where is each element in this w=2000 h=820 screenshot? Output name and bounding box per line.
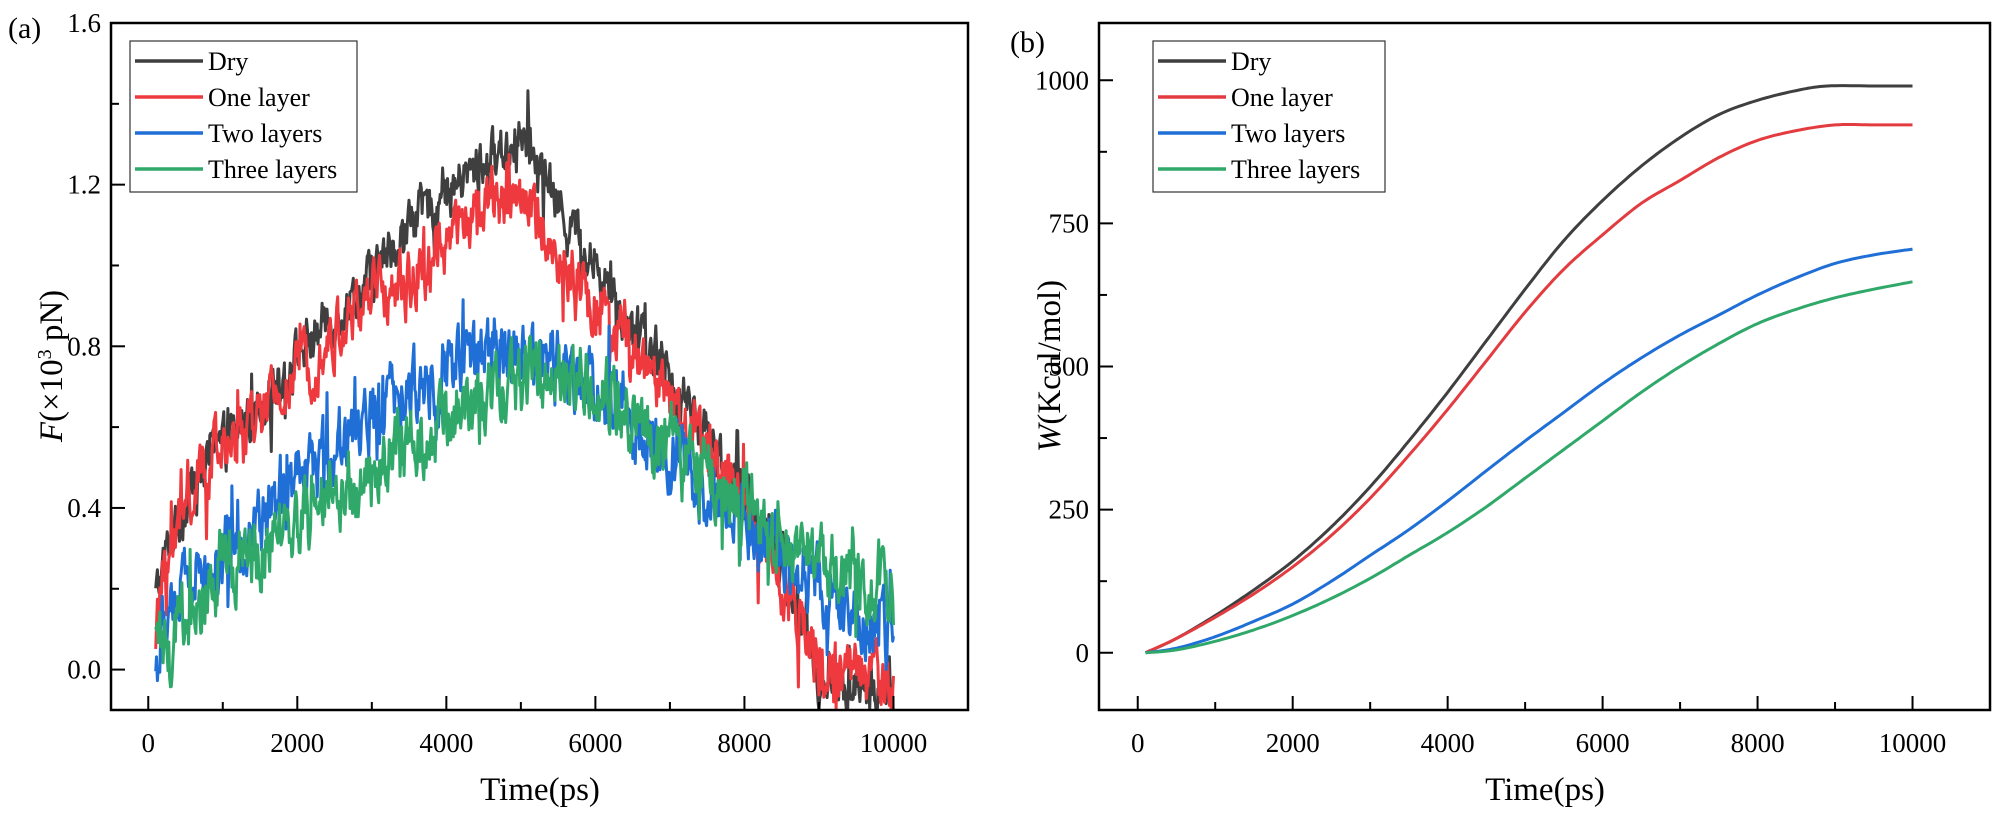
y-tick-label: 0 [1076,638,1090,668]
y-tick-label: 500 [1049,352,1090,382]
panel-b-work-plot: (b) 0 2000 4000 6000 8000 10000 0 250 500 750 1000… [1010,21,1992,808]
y-tick-label: 1.6 [67,8,101,38]
panel-a-x-axis-title: Time(ps) [480,772,600,808]
y-tick-label: 0.0 [67,655,101,685]
series-line-two-layers [1145,247,1913,655]
y-tick-label: 0.8 [67,331,101,361]
x-tick-label: 8000 [1731,728,1785,758]
panel-a-y-axis-title-end: pN) [34,290,70,350]
x-tick-label: 4000 [419,728,473,758]
panel-a-label: (a) [8,12,41,45]
legend-item: One layer [135,83,310,112]
panel-b-plot-area: 0 2000 4000 6000 8000 10000 0 250 500 750 1000 Dry O… [1035,21,1992,758]
legend-item: Dry [135,47,248,76]
panel-a-y-axis-title-symbol: F [34,421,70,443]
series-line-one-layer [1144,123,1913,655]
legend-label: Two layers [1231,119,1345,148]
x-tick-label: 2000 [270,728,324,758]
legend-label: Two layers [208,119,322,148]
x-tick-label: 0 [1131,728,1145,758]
legend-label: Three layers [208,155,337,184]
legend-item: Two layers [1158,119,1345,148]
panel-b-y-axis-title: W(Kcal/mol) [1032,280,1068,452]
y-tick-label: 1.2 [67,170,101,200]
panel-a-y-axis-title-unit: (×10 [34,359,70,422]
x-tick-label: 2000 [1266,728,1320,758]
panel-b-y-axis-title-symbol: W [1032,422,1068,452]
legend: Dry One layer Two layers Three layers [129,40,358,193]
legend-label: Three layers [1231,155,1360,184]
x-tick-label: 10000 [860,728,928,758]
legend-label: One layer [208,83,310,112]
plot-frame [109,21,970,712]
legend: Dry One layer Two layers Three layers [1152,40,1386,193]
panel-a-plot-area: 0 2000 4000 6000 8000 10000 0.0 0.4 0.8 1.2 1.6 Dry… [67,8,970,758]
series-line-one-layer [154,153,895,710]
x-tick-label: 8000 [717,728,771,758]
x-tick-label: 0 [142,728,156,758]
legend-item: One layer [1158,83,1333,112]
panel-a-force-plot: (a) 0 2000 4000 6000 8000 10000 0.0 0.4 0.8 1.2 1.… [8,8,970,808]
legend-item: Three layers [135,155,337,184]
legend-item: Three layers [1158,155,1360,184]
legend-label: Dry [208,47,248,76]
x-tick-label: 6000 [1576,728,1630,758]
x-tick-label: 6000 [568,728,622,758]
panel-b-x-axis-title: Time(ps) [1485,772,1605,808]
series-group [154,89,895,710]
x-tick-label: 4000 [1421,728,1475,758]
y-tick-label: 750 [1049,208,1090,238]
legend-item: Two layers [135,119,322,148]
legend-label: One layer [1231,83,1333,112]
series-line-three-layers [1145,280,1913,655]
panel-a-y-axis-title: F(×103 pN) [34,290,70,443]
y-tick-label: 250 [1049,495,1090,525]
legend-box [1152,40,1386,193]
y-tick-label: 1000 [1035,65,1089,95]
y-tick-label: 0.4 [67,493,101,523]
legend-item: Dry [1158,47,1271,76]
panel-a-y-axis-title-exponent: 3 [34,349,56,359]
x-tick-label: 10000 [1879,728,1947,758]
panel-b-y-axis-title-unit: (Kcal/mol) [1032,280,1068,425]
series-line-dry [1144,84,1913,655]
series-line-three-layers [154,334,895,689]
series-group [1144,84,1913,655]
legend-label: Dry [1231,47,1271,76]
panel-b-label: (b) [1010,26,1045,59]
legend-box [129,40,358,193]
